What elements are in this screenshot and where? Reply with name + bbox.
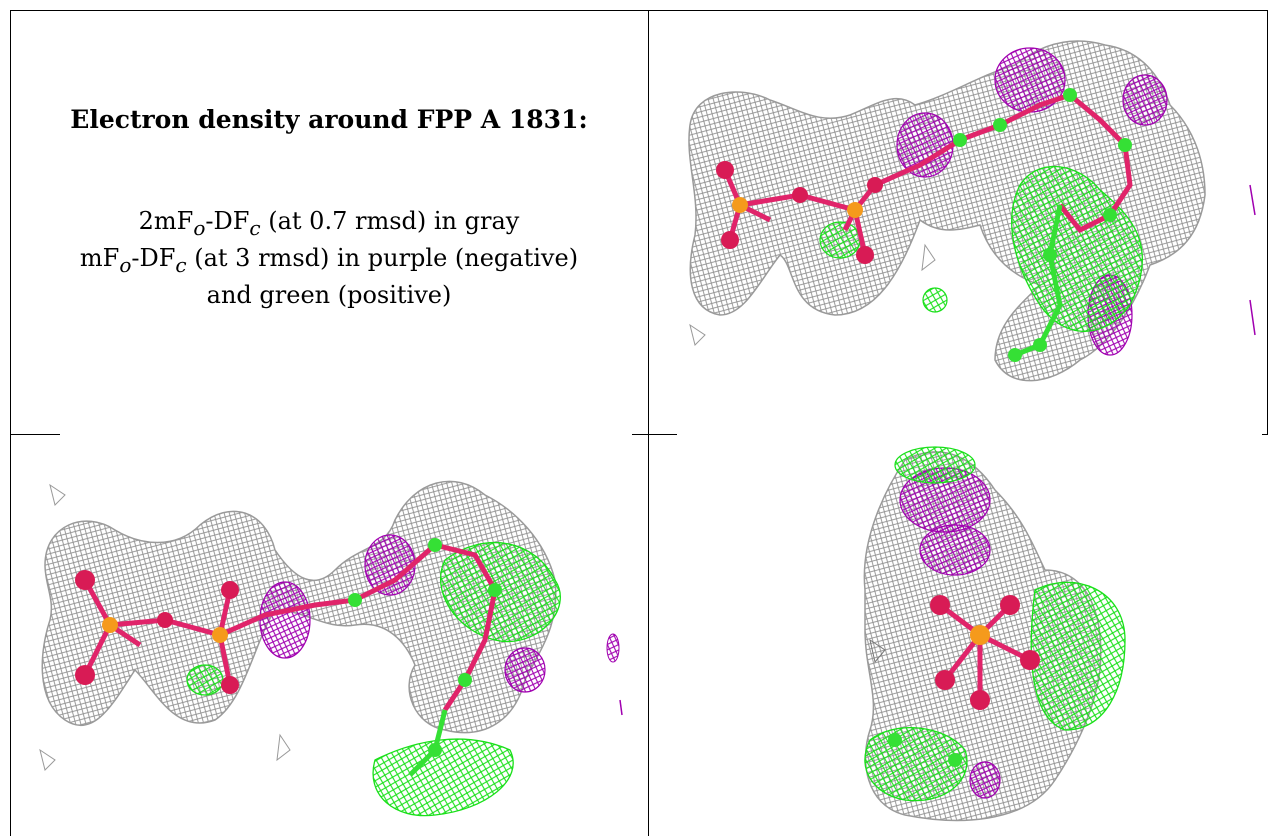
frame-horizontal-divider-right — [1262, 434, 1268, 435]
oxygen-atom — [856, 246, 874, 264]
carbon-atom — [428, 743, 442, 757]
oxygen-atom — [75, 665, 95, 685]
green-positive-blob — [819, 221, 861, 259]
green-positive-blob — [372, 738, 514, 817]
carbon-atom — [948, 753, 962, 767]
carbon-atom — [1103, 208, 1117, 222]
caption-line-2mfo-dfc: 2mFo-DFc (at 0.7 rmsd) in gray — [138, 207, 520, 240]
purple-negative-blob — [1122, 74, 1168, 126]
frame-left-border — [10, 10, 11, 836]
purple-fragment — [1249, 184, 1256, 336]
green-positive-blob — [1011, 165, 1144, 332]
phosphorus-atom — [732, 197, 748, 213]
caption-line-green: and green (positive) — [206, 280, 452, 309]
frame-vertical-divider — [648, 10, 649, 836]
oxygen-atom — [867, 177, 883, 193]
oxygen-atom — [970, 690, 990, 710]
purple-fragment — [619, 699, 623, 716]
purple-fragment — [606, 633, 620, 663]
purple-negative-blob — [969, 761, 1001, 799]
gray-fragment — [276, 733, 291, 762]
oxygen-atom — [792, 187, 808, 203]
oxygen-atom — [221, 676, 239, 694]
purple-negative-blob — [364, 534, 416, 596]
oxygen-atom — [721, 231, 739, 249]
frame-top-border — [10, 10, 1267, 11]
density-view-bottom-left — [15, 440, 643, 834]
green-positive-blob — [864, 727, 968, 802]
oxygen-atom — [935, 670, 955, 690]
gray-fragment — [869, 638, 886, 664]
green-positive-blob — [894, 446, 976, 484]
phosphate-bonds — [82, 578, 233, 686]
carbon-atom — [488, 583, 502, 597]
caption-cell: Electron density around FPP A 1831: 2mFo… — [10, 10, 648, 434]
oxygen-atom — [716, 161, 734, 179]
frame-horizontal-divider-mid — [632, 434, 677, 435]
carbon-atom — [888, 733, 902, 747]
carbon-atom — [953, 133, 967, 147]
phosphorus-atom — [847, 202, 863, 218]
phosphate-bonds — [938, 603, 1032, 700]
green-positive-blob — [1030, 581, 1126, 731]
phosphorus-atom — [102, 617, 118, 633]
carbon-tail-bonds — [1014, 204, 1063, 358]
oxygen-atom — [75, 570, 95, 590]
gray-fragment — [49, 483, 66, 506]
oxygen-atom — [221, 581, 239, 599]
phosphorus-atom — [970, 625, 990, 645]
carbon-atom — [1033, 338, 1047, 352]
caption-body: 2mFo-DFc (at 0.7 rmsd) in gray mFo-DFc (… — [10, 205, 648, 311]
purple-negative-blob — [504, 647, 546, 693]
oxygen-atom — [1020, 650, 1040, 670]
oxygen-atom — [157, 612, 173, 628]
carbon-atom — [1118, 138, 1132, 152]
carbon-atom — [348, 593, 362, 607]
green-positive-blob — [922, 287, 948, 313]
phosphorus-atom — [212, 627, 228, 643]
carbon-atom — [1043, 248, 1057, 262]
fpp-bond-chain — [739, 92, 1133, 234]
green-positive-blob — [186, 664, 224, 696]
purple-negative-blob — [896, 112, 954, 178]
carbon-atom — [1008, 348, 1022, 362]
frame-right-border — [1267, 10, 1268, 434]
carbon-atom — [458, 673, 472, 687]
caption-title: Electron density around FPP A 1831: — [70, 105, 588, 134]
oxygen-atom — [930, 595, 950, 615]
purple-negative-blob — [919, 524, 991, 576]
density-view-top-right — [660, 15, 1265, 430]
carbon-atom — [993, 118, 1007, 132]
frame-horizontal-divider-left — [10, 434, 60, 435]
gray-fragment — [689, 323, 706, 346]
carbon-atom — [428, 538, 442, 552]
phosphate-bonds — [722, 169, 868, 256]
carbon-atom — [1063, 88, 1077, 102]
gray-fragment — [39, 748, 56, 771]
caption-line-mfo-dfc: mFo-DFc (at 3 rmsd) in purple (negative) — [79, 243, 579, 277]
density-view-bottom-right — [655, 440, 1265, 834]
gray-fragment — [921, 243, 936, 272]
purple-negative-blob — [259, 581, 311, 659]
oxygen-atom — [1000, 595, 1020, 615]
